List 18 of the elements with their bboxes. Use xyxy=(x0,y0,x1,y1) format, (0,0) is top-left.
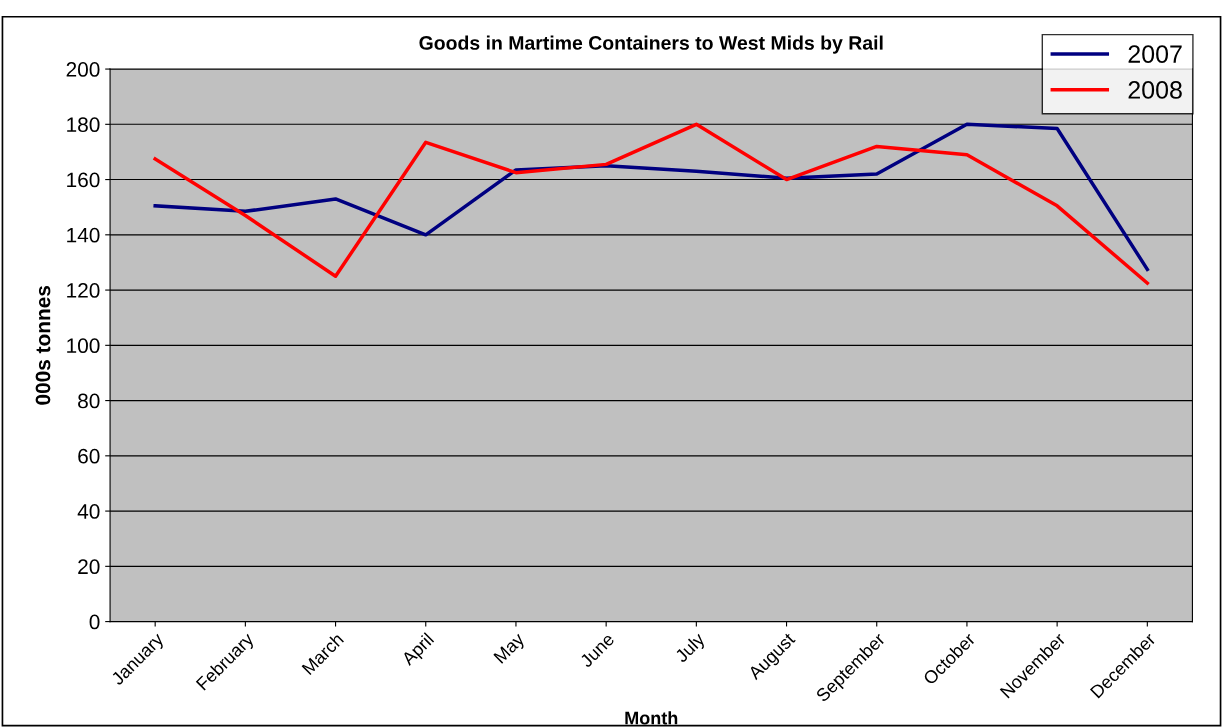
legend-label: 2008 xyxy=(1128,81,1182,99)
y-tick-label: 160 xyxy=(67,172,100,188)
y-tick-label: 60 xyxy=(78,448,100,464)
x-tick-label: July xyxy=(673,631,709,666)
y-axis-title: 000s tonnes xyxy=(35,285,51,405)
chart-title: Goods in Martime Containers to West Mids by Rail xyxy=(419,35,883,54)
y-tick-label: 200 xyxy=(66,62,100,77)
y-tick-label: 20 xyxy=(78,559,100,575)
y-tick-label: 180 xyxy=(67,117,100,133)
y-tick-label: 140 xyxy=(67,227,100,243)
y-tick-label: 40 xyxy=(77,504,100,519)
x-axis-title: Month xyxy=(625,711,678,725)
y-tick-label: 100 xyxy=(67,338,100,354)
y-tick-label: 120 xyxy=(67,283,100,298)
y-tick-label: 0 xyxy=(89,614,100,630)
x-tick-label: May xyxy=(493,631,528,667)
legend-label: 2007 xyxy=(1128,45,1182,63)
y-tick-label: 80 xyxy=(78,393,100,409)
